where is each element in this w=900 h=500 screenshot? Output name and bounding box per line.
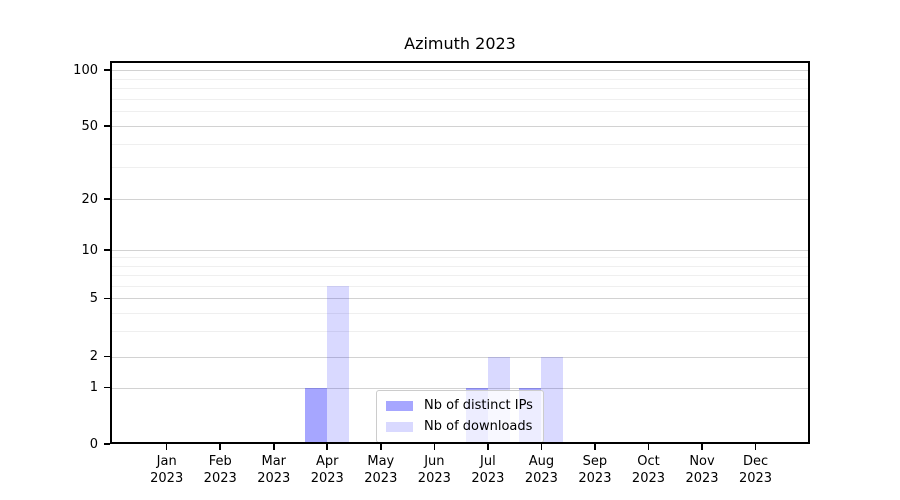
y-tick-0 (104, 443, 110, 445)
gridline-major-1 (110, 387, 810, 389)
gridline-minor-4 (110, 312, 810, 314)
legend-item-downloads: Nb of downloads (386, 419, 533, 435)
y-tick-label-0: 0 (89, 436, 98, 452)
gridline-minor-80 (110, 88, 810, 90)
y-tick-50 (104, 125, 110, 127)
gridline-minor-9 (110, 257, 810, 259)
chart-title: Azimuth 2023 (404, 34, 516, 53)
plot-frame (110, 61, 810, 444)
x-tick-oct-2023 (647, 444, 650, 450)
gridline-minor-40 (110, 143, 810, 145)
gridline-major-50 (110, 126, 810, 127)
x-tick-label-may-2023: May 2023 (364, 454, 398, 486)
legend-swatch-downloads (386, 422, 413, 432)
x-tick-jul-2023 (487, 444, 489, 450)
x-tick-label-oct-2023: Oct 2023 (631, 454, 666, 486)
x-tick-label-jan-2023: Jan 2023 (150, 454, 184, 486)
legend-item-distinct-ips: Nb of distinct IPs (386, 398, 533, 414)
legend-swatch-distinct-ips (386, 401, 413, 411)
bar-nb-of-downloads-apr-2023 (327, 285, 350, 444)
y-tick-label-100: 100 (73, 62, 98, 78)
x-tick-aug-2023 (540, 444, 543, 450)
gridline-minor-3 (110, 330, 810, 332)
x-tick-jan-2023 (165, 444, 168, 450)
gridline-minor-8 (110, 265, 810, 267)
y-tick-2 (104, 355, 110, 358)
gridline-major-20 (110, 199, 810, 200)
y-tick-label-50: 50 (81, 118, 98, 134)
y-tick-100 (104, 69, 110, 71)
x-tick-label-aug-2023: Aug 2023 (524, 454, 558, 486)
bar-nb-of-distinct-ips-apr-2023 (305, 387, 328, 444)
y-tick-label-10: 10 (81, 242, 98, 258)
x-tick-sep-2023 (594, 444, 596, 450)
x-tick-dec-2023 (754, 444, 757, 450)
bar-nb-of-downloads-aug-2023 (541, 356, 564, 444)
y-tick-label-2: 2 (89, 349, 98, 365)
y-tick-label-20: 20 (81, 191, 98, 207)
gridline-minor-7 (110, 274, 810, 276)
x-tick-apr-2023 (326, 444, 329, 450)
gridline-major-100 (110, 70, 810, 71)
x-tick-jun-2023 (433, 444, 436, 450)
gridline-major-5 (110, 298, 810, 300)
x-tick-label-feb-2023: Feb 2023 (203, 454, 237, 486)
x-tick-label-jul-2023: Jul 2023 (471, 454, 505, 486)
x-tick-label-nov-2023: Nov 2023 (685, 454, 719, 486)
gridline-minor-30 (110, 166, 810, 168)
x-tick-label-jun-2023: Jun 2023 (417, 454, 451, 486)
x-tick-mar-2023 (272, 444, 275, 450)
legend-label-distinct-ips: Nb of distinct IPs (424, 398, 533, 413)
legend-label-downloads: Nb of downloads (424, 419, 533, 434)
x-tick-feb-2023 (219, 444, 222, 450)
x-tick-label-dec-2023: Dec 2023 (738, 454, 773, 486)
y-tick-1 (104, 386, 110, 389)
y-tick-10 (104, 249, 110, 251)
gridline-minor-60 (110, 111, 810, 113)
x-tick-label-apr-2023: Apr 2023 (310, 454, 344, 486)
y-tick-label-1: 1 (89, 380, 98, 396)
x-tick-label-sep-2023: Sep 2023 (578, 454, 612, 486)
plot-area: 0 1 2 5 10 20 50 100 Jan 2023 Feb 2023 Mar 2023 Apr 202… (73, 61, 810, 486)
gridline-major-2 (110, 356, 810, 358)
gridline-minor-90 (110, 78, 810, 80)
x-tick-label-mar-2023: Mar 2023 (257, 454, 291, 486)
gridline-minor-70 (110, 98, 810, 100)
legend: Nb of distinct IPs Nb of downloads (376, 390, 544, 443)
x-tick-nov-2023 (701, 444, 703, 450)
gridline-major-10 (110, 250, 810, 251)
y-tick-20 (104, 198, 110, 200)
x-tick-may-2023 (380, 444, 382, 450)
y-tick-label-5: 5 (89, 290, 98, 306)
y-tick-5 (104, 297, 110, 300)
gridline-minor-6 (110, 285, 810, 287)
